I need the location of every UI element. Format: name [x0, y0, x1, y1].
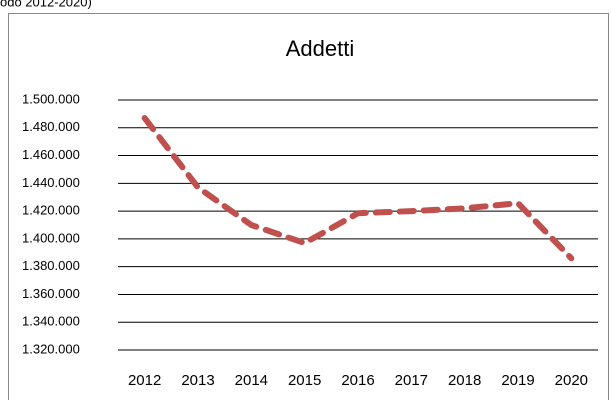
y-tick-label: 1.460.000	[22, 147, 80, 162]
x-tick-label: 2014	[235, 372, 268, 389]
x-tick-label: 2012	[128, 372, 161, 389]
data-line	[141, 115, 575, 262]
x-tick-label: 2013	[181, 372, 214, 389]
y-tick-label: 1.340.000	[22, 314, 80, 329]
chart-title: Addetti	[286, 36, 355, 61]
x-tick-label: 2019	[501, 372, 534, 389]
y-tick-label: 1.400.000	[22, 230, 80, 245]
y-tick-label: 1.500.000	[22, 91, 80, 106]
x-tick-label: 2020	[555, 372, 588, 389]
x-tick-label: 2018	[448, 372, 481, 389]
y-tick-label: 1.480.000	[22, 119, 80, 134]
y-tick-label: 1.320.000	[22, 341, 80, 356]
y-tick-label: 1.420.000	[22, 203, 80, 218]
x-tick-label: 2017	[395, 372, 428, 389]
y-tick-label: 1.440.000	[22, 175, 80, 190]
caption: odo 2012-2020)	[0, 0, 92, 9]
chart-frame	[8, 13, 609, 400]
y-tick-label: 1.380.000	[22, 258, 80, 273]
x-tick-label: 2016	[341, 372, 374, 389]
x-tick-label: 2015	[288, 372, 321, 389]
y-tick-label: 1.360.000	[22, 286, 80, 301]
